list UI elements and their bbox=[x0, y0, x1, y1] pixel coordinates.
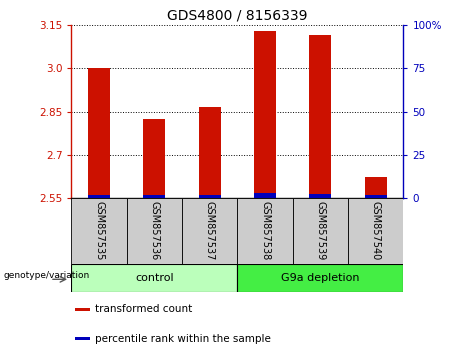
Text: GSM857537: GSM857537 bbox=[205, 201, 215, 261]
Bar bbox=[237, 264, 403, 292]
Bar bbox=[348, 198, 403, 264]
Bar bbox=[254, 193, 276, 198]
Text: percentile rank within the sample: percentile rank within the sample bbox=[95, 333, 271, 343]
Bar bbox=[309, 194, 331, 198]
Text: G9a depletion: G9a depletion bbox=[281, 273, 360, 283]
Text: transformed count: transformed count bbox=[95, 304, 192, 314]
Text: GSM857539: GSM857539 bbox=[315, 201, 325, 261]
Bar bbox=[127, 198, 182, 264]
Bar bbox=[365, 177, 387, 198]
Text: GSM857540: GSM857540 bbox=[371, 201, 381, 261]
Bar bbox=[75, 337, 90, 341]
Title: GDS4800 / 8156339: GDS4800 / 8156339 bbox=[167, 8, 307, 22]
Bar bbox=[254, 30, 276, 198]
Bar bbox=[71, 264, 237, 292]
Bar bbox=[88, 195, 110, 198]
Bar bbox=[293, 198, 348, 264]
Text: GSM857536: GSM857536 bbox=[149, 201, 160, 261]
Bar bbox=[365, 195, 387, 198]
Text: control: control bbox=[135, 273, 174, 283]
Bar bbox=[143, 195, 165, 198]
Bar bbox=[88, 68, 110, 198]
Bar bbox=[237, 198, 293, 264]
Text: genotype/variation: genotype/variation bbox=[4, 270, 90, 280]
Bar bbox=[71, 198, 127, 264]
Bar bbox=[309, 35, 331, 198]
Text: GSM857535: GSM857535 bbox=[94, 201, 104, 261]
Bar bbox=[199, 107, 221, 198]
Bar bbox=[199, 195, 221, 198]
Bar bbox=[182, 198, 237, 264]
Text: GSM857538: GSM857538 bbox=[260, 201, 270, 261]
Bar bbox=[75, 308, 90, 311]
Bar bbox=[143, 119, 165, 198]
